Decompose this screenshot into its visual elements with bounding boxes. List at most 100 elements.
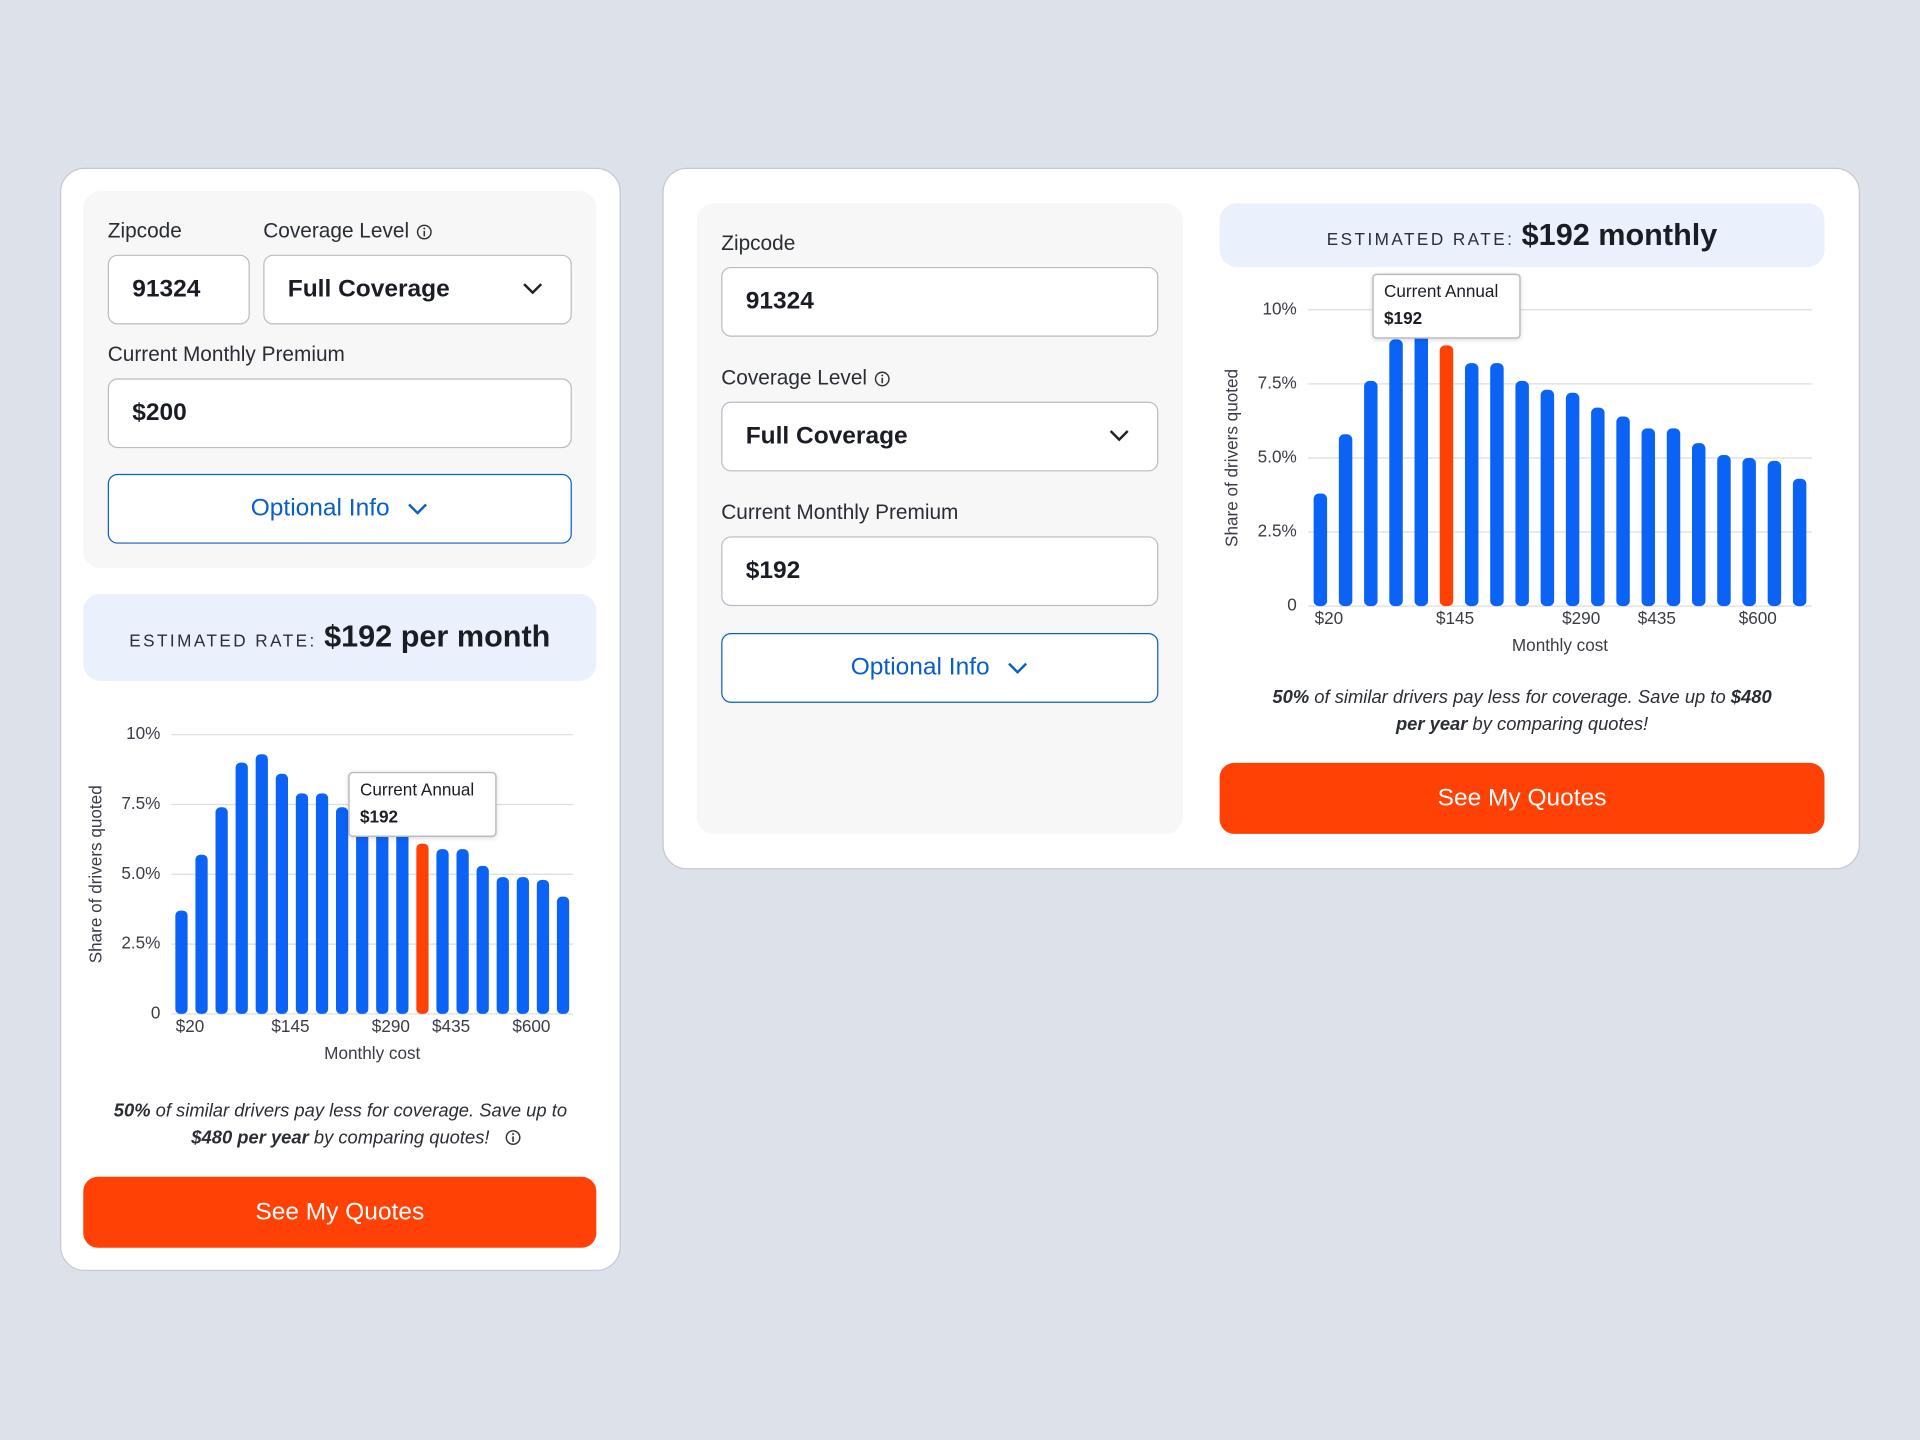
y-tick-label: 10%: [126, 723, 160, 743]
bar: [1313, 493, 1328, 607]
note-text: $480 per year: [1395, 686, 1772, 735]
x-tick-label: $435: [1638, 608, 1676, 628]
tooltip-value: $192: [1384, 308, 1422, 328]
chart: 0 2.5% 5.0% 7.5% 10% Share of drivers quoted M…: [85, 723, 574, 1063]
zipcode-label: Zipcode: [107, 219, 182, 243]
y-tick-label: 0: [1287, 595, 1297, 615]
bar: [295, 793, 309, 1014]
estimate-label: ESTIMATED RATE:: [1326, 228, 1515, 248]
bar: [1364, 380, 1378, 607]
bar: [195, 854, 208, 1014]
y-tick-label: 7.5%: [1258, 372, 1297, 392]
x-tick-label: $290: [1562, 608, 1600, 628]
bar: [1414, 330, 1428, 607]
y-tick-label: 0: [151, 1002, 161, 1022]
note-text: of similar drivers pay less for coverage…: [150, 1100, 568, 1122]
zipcode-input[interactable]: 91324: [721, 266, 1159, 337]
estimate-box: ESTIMATED RATE: $192 monthly: [1219, 203, 1825, 267]
bar: [1666, 428, 1681, 607]
bar: [1692, 443, 1706, 607]
coverage-label-text: Coverage Level: [721, 366, 868, 390]
y-axis-label: Share of drivers quoted: [1222, 369, 1242, 547]
y-tick-label: 2.5%: [121, 933, 160, 953]
coverage-select[interactable]: Full Coverage: [721, 401, 1159, 472]
estimate-label: ESTIMATED RATE:: [129, 630, 317, 651]
x-tick-label: $600: [1739, 608, 1777, 628]
chevron: [523, 282, 543, 294]
bar: [416, 843, 429, 1014]
tooltip: Current Annual $192: [348, 771, 497, 837]
premium-label: Current Monthly Premium: [721, 500, 959, 525]
note-text: $480 per year: [191, 1127, 309, 1149]
coverage-select[interactable]: Full Coverage: [263, 254, 572, 325]
y-tick-label: 10%: [1262, 298, 1296, 318]
bar: [1717, 454, 1731, 607]
x-tick-label: $145: [1436, 608, 1474, 628]
tooltip-title: Current Annual: [360, 779, 474, 799]
bar: [1338, 434, 1353, 607]
tooltip-box: [348, 771, 497, 837]
estimate-value: $192 per month: [324, 619, 551, 654]
bar: [516, 877, 529, 1014]
coverage-value: Full Coverage: [745, 422, 908, 450]
see-quotes-button[interactable]: See My Quotes: [1219, 762, 1825, 834]
premium-input[interactable]: $192: [721, 536, 1159, 607]
bar: [215, 807, 228, 1014]
info-icon: [874, 370, 890, 386]
premium-input[interactable]: $200: [107, 378, 572, 449]
optional-info-button[interactable]: Optional Info: [107, 473, 572, 544]
y-tick-label: 2.5%: [1258, 521, 1297, 541]
x-tick-label: $20: [1315, 608, 1344, 628]
tooltip: Current Annual $192: [1372, 273, 1521, 339]
info-icon: [505, 1130, 521, 1146]
estimate-value: $192 monthly: [1521, 217, 1718, 252]
note-text: 50%: [113, 1100, 151, 1122]
estimate-box: ESTIMATED RATE: $192 per month: [83, 593, 597, 681]
note: 50% of similar drivers pay less for cove…: [1256, 684, 1787, 738]
y-tick-label: 7.5%: [121, 793, 160, 813]
zipcode-input[interactable]: 91324: [107, 254, 250, 325]
tooltip-value: $192: [360, 806, 398, 826]
y-axis-label: Share of drivers quoted: [85, 785, 105, 963]
tooltip-title: Current Annual: [1384, 281, 1498, 301]
optional-info-button[interactable]: Optional Info: [721, 633, 1159, 703]
bar: [1439, 345, 1454, 607]
bar: [376, 818, 389, 1014]
bar: [1767, 460, 1782, 607]
coverage-value: Full Coverage: [287, 275, 450, 303]
bar: [356, 812, 369, 1014]
bar: [476, 865, 489, 1014]
bar: [396, 832, 409, 1014]
bar: [235, 762, 248, 1014]
bar: [1389, 339, 1403, 607]
x-tick-label: $600: [512, 1016, 550, 1036]
bar: [1490, 363, 1504, 607]
x-axis-label: Monthly cost: [324, 1043, 420, 1063]
x-tick-label: $20: [176, 1016, 205, 1036]
note-text: 50%: [1272, 686, 1310, 708]
zipcode-label: Zipcode: [721, 231, 796, 255]
see-quotes-button[interactable]: See My Quotes: [83, 1176, 597, 1248]
bar: [336, 807, 349, 1014]
bar: [1641, 428, 1656, 607]
bar: [1591, 407, 1605, 607]
bar: [1540, 389, 1555, 607]
bar: [496, 877, 509, 1014]
chevron: [408, 503, 428, 515]
bar: [436, 849, 449, 1014]
optional-info-text: Optional Info: [250, 494, 390, 522]
bar: [456, 849, 469, 1014]
bar: [1616, 416, 1630, 607]
note: 50% of similar drivers pay less for cove…: [100, 1098, 580, 1152]
x-tick-label: $435: [432, 1016, 470, 1036]
x-tick-label: $290: [372, 1016, 410, 1036]
premium-label: Current Monthly Premium: [107, 342, 345, 367]
coverage-label-text: Coverage Level: [263, 219, 410, 243]
note-text: of similar drivers pay less for coverage…: [1309, 686, 1731, 708]
tooltip-box: [1372, 273, 1521, 339]
bar: [1515, 380, 1529, 607]
bar: [275, 773, 288, 1014]
bar: [1742, 457, 1756, 607]
